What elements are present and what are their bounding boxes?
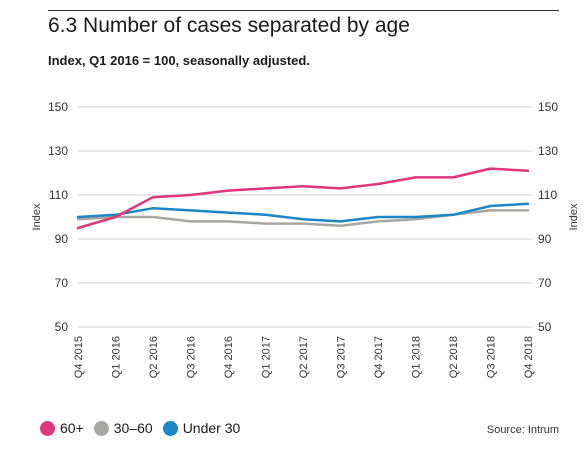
x-tick-label: Q1 2018 xyxy=(411,336,423,378)
x-tick-label: Q3 2018 xyxy=(486,336,498,378)
x-tick-label: Q4 2016 xyxy=(223,336,235,378)
y-axis-label-left: Index xyxy=(31,203,43,230)
top-rule xyxy=(48,10,559,11)
y-tick-label-left: 150 xyxy=(48,100,68,114)
series-line-Under 30 xyxy=(76,202,530,223)
series-line-60+ xyxy=(76,167,530,230)
y-tick-label-right: 110 xyxy=(538,188,557,202)
legend-label: Under 30 xyxy=(182,420,241,436)
y-tick-label-right: 50 xyxy=(538,320,552,334)
x-tick-label: Q2 2016 xyxy=(148,336,160,378)
y-tick-label-right: 90 xyxy=(538,232,552,246)
x-tick-label: Q3 2016 xyxy=(186,336,198,378)
y-tick-label-left: 50 xyxy=(55,320,69,334)
y-tick-label-right: 70 xyxy=(538,276,552,290)
x-tick-label: Q1 2017 xyxy=(261,336,273,378)
y-tick-label-left: 110 xyxy=(49,188,68,202)
legend-swatch xyxy=(93,420,109,436)
y-tick-label-left: 130 xyxy=(48,144,68,158)
legend-item: 60+ xyxy=(40,420,84,436)
legend-swatch xyxy=(162,420,178,436)
x-tick-label: Q4 2017 xyxy=(373,336,385,378)
legend-item: Under 30 xyxy=(162,420,241,436)
x-tick-label: Q2 2017 xyxy=(298,336,310,378)
legend-label: 60+ xyxy=(60,420,84,436)
x-tick-label: Q4 2018 xyxy=(523,336,535,378)
y-tick-label-left: 90 xyxy=(55,232,69,246)
legend-label: 30–60 xyxy=(113,420,153,436)
chart-legend: 60+ 30–60 Under 30 xyxy=(40,420,250,436)
x-tick-label: Q1 2016 xyxy=(111,336,123,378)
x-tick-label: Q3 2017 xyxy=(336,336,348,378)
chart-subtitle: Index, Q1 2016 = 100, seasonally adjuste… xyxy=(48,53,310,68)
y-axis-label-right: Index xyxy=(568,203,580,230)
legend-item: 30–60 xyxy=(93,420,153,436)
x-tick-label: Q4 2015 xyxy=(73,336,85,378)
chart-title: 6.3 Number of cases separated by age xyxy=(48,14,410,37)
y-tick-label-left: 70 xyxy=(55,276,69,290)
legend-swatch xyxy=(40,420,55,436)
y-tick-label-right: 150 xyxy=(538,100,558,114)
x-tick-label: Q2 2018 xyxy=(448,336,460,378)
y-tick-label-right: 130 xyxy=(538,144,558,158)
source-note: Source: Intrum xyxy=(486,424,559,436)
